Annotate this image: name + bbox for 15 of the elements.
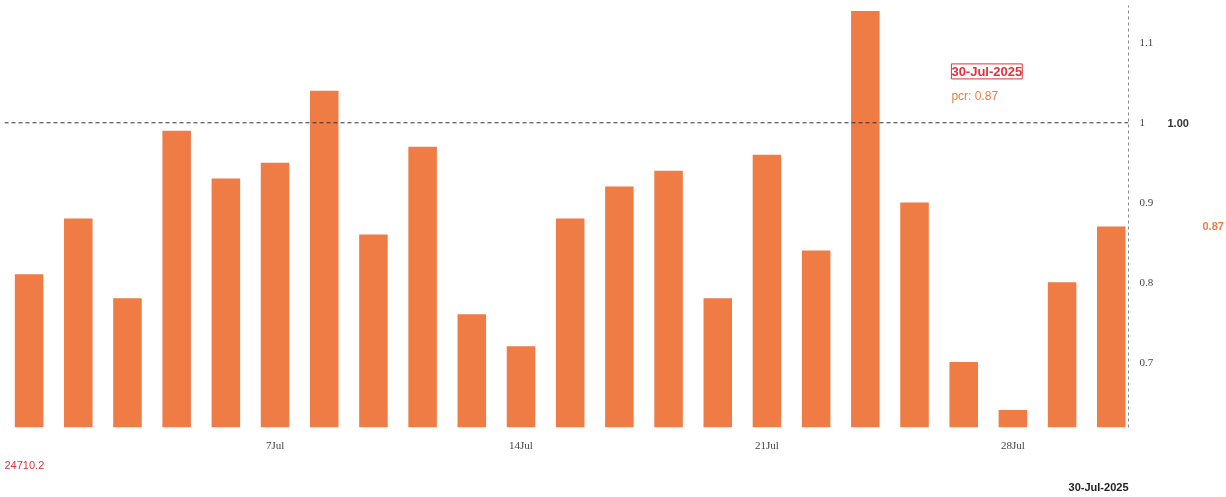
text: 0.87	[1202, 220, 1224, 233]
x-tick-label: 14Jul	[509, 438, 533, 451]
annotation: pcr: 0.87	[951, 88, 999, 103]
x-tick-label: 7Jul	[265, 438, 285, 451]
text: 24710.2	[4, 458, 45, 471]
text: 30-Jul-2025	[1068, 480, 1129, 493]
ref-line-label: 1.00	[1167, 116, 1189, 129]
y-tick-label: 1	[1139, 116, 1145, 129]
y-tick-label: 0.9	[1139, 196, 1154, 209]
y-tick-label: 1.1	[1139, 36, 1154, 49]
y-tick-label: 0.7	[1139, 355, 1154, 368]
y-tick-label: 0.8	[1139, 275, 1154, 288]
x-tick-label: 21Jul	[755, 438, 779, 451]
annotation: 30-Jul-2025	[951, 63, 1023, 79]
x-tick-label: 28Jul	[1000, 438, 1025, 451]
